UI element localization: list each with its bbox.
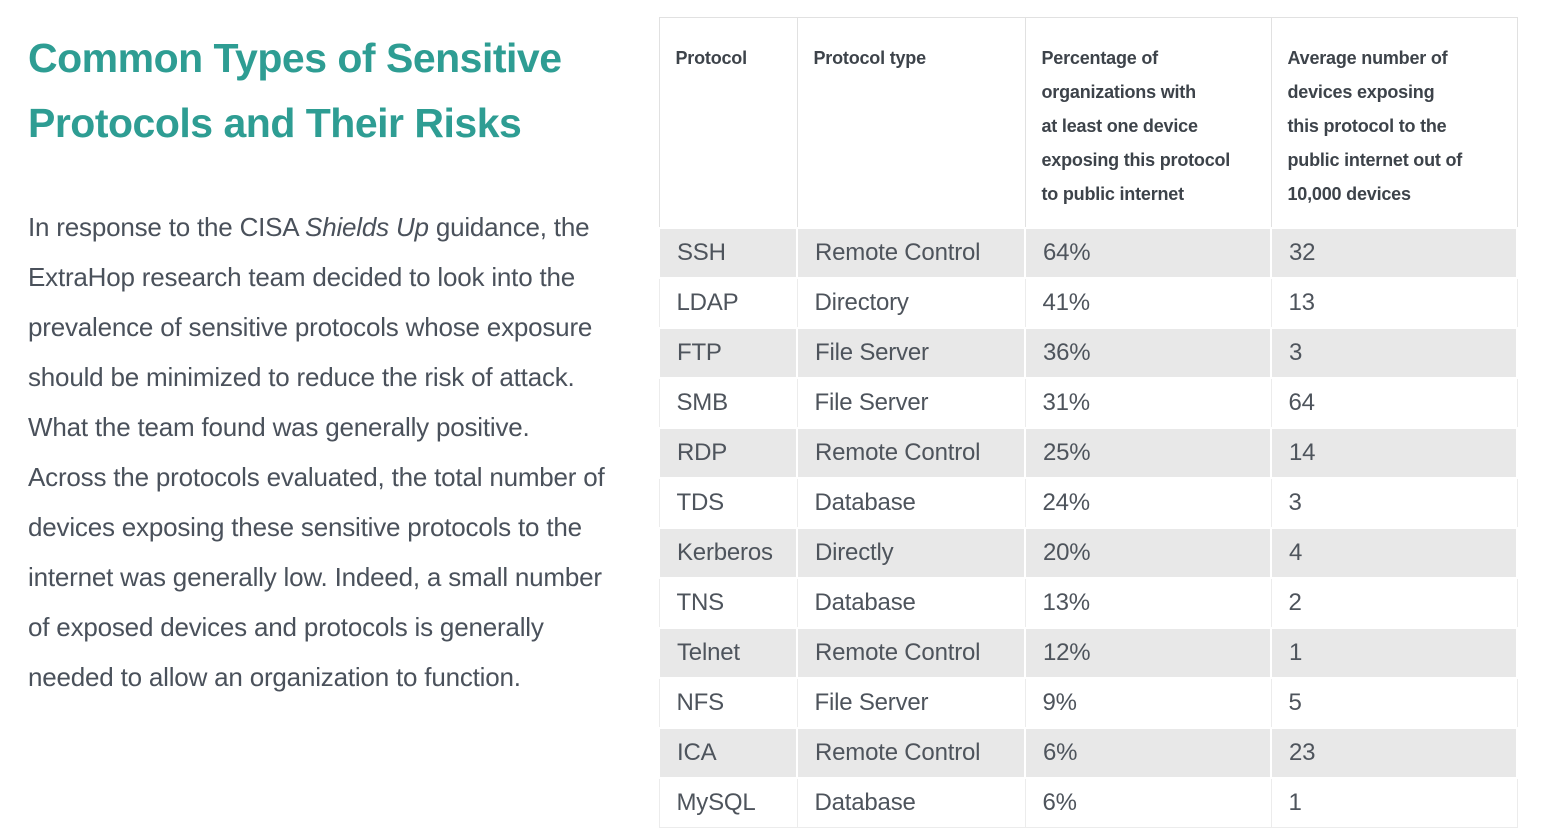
protocol-cell: MySQL: [658, 777, 798, 828]
protocol-type-cell: File Server: [796, 677, 1026, 729]
protocol-cell: FTP: [658, 327, 798, 379]
protocol-type-cell: Remote Control: [796, 427, 1026, 479]
protocol-type-cell: Remote Control: [796, 627, 1026, 679]
protocol-cell: TDS: [658, 477, 798, 529]
avg-devices-cell: 2: [1270, 577, 1518, 629]
avg-devices-cell: 64: [1270, 377, 1518, 429]
intro-section: Common Types of Sensitive Protocols and …: [28, 26, 606, 702]
table-row: ICA Remote Control 6% 23: [658, 727, 1518, 779]
avg-devices-cell: 3: [1270, 327, 1518, 379]
table-row: TDS Database 24% 3: [658, 477, 1518, 529]
percentage-cell: 64%: [1024, 227, 1272, 279]
table-row: TNS Database 13% 2: [658, 577, 1518, 629]
table-row: MySQL Database 6% 1: [658, 777, 1518, 828]
table-row: LDAP Directory 41% 13: [658, 277, 1518, 329]
table-row: RDP Remote Control 25% 14: [658, 427, 1518, 479]
protocol-type-cell: Directly: [796, 527, 1026, 579]
percentage-cell: 6%: [1024, 727, 1272, 779]
avg-devices-cell: 3: [1270, 477, 1518, 529]
percentage-cell: 13%: [1024, 577, 1272, 629]
table-row: FTP File Server 36% 3: [658, 327, 1518, 379]
percentage-cell: 36%: [1024, 327, 1272, 379]
col-header-protocol: Protocol: [658, 17, 798, 229]
col-header-average-devices: Average number of devices exposing this …: [1270, 17, 1518, 229]
protocol-cell: SMB: [658, 377, 798, 429]
percentage-cell: 41%: [1024, 277, 1272, 329]
col-header-percentage-orgs: Percentage of organizations with at leas…: [1024, 17, 1272, 229]
protocol-type-cell: Remote Control: [796, 727, 1026, 779]
protocol-cell: LDAP: [658, 277, 798, 329]
page-title: Common Types of Sensitive Protocols and …: [28, 35, 562, 146]
avg-devices-cell: 1: [1270, 627, 1518, 679]
col-header-protocol-type: Protocol type: [796, 17, 1026, 229]
protocol-type-cell: Database: [796, 777, 1026, 828]
intro-text-before-italic: In response to the CISA: [28, 212, 306, 242]
protocol-type-cell: File Server: [796, 327, 1026, 379]
table-header-row: Protocol Protocol type Percentage of org…: [658, 17, 1518, 229]
protocol-cell: TNS: [658, 577, 798, 629]
table-row: Kerberos Directly 20% 4: [658, 527, 1518, 579]
table-body: SSH Remote Control 64% 32 LDAP Directory…: [658, 227, 1518, 828]
table-row: NFS File Server 9% 5: [658, 677, 1518, 729]
percentage-cell: 20%: [1024, 527, 1272, 579]
protocol-cell: RDP: [658, 427, 798, 479]
avg-devices-cell: 32: [1270, 227, 1518, 279]
protocol-type-cell: Database: [796, 577, 1026, 629]
intro-paragraph: In response to the CISA Shields Up guida…: [28, 202, 606, 702]
sensitive-protocols-table: Protocol Protocol type Percentage of org…: [658, 17, 1518, 828]
protocol-cell: Telnet: [658, 627, 798, 679]
protocol-cell: SSH: [658, 227, 798, 279]
protocol-cell: NFS: [658, 677, 798, 729]
avg-devices-cell: 5: [1270, 677, 1518, 729]
protocol-type-cell: File Server: [796, 377, 1026, 429]
avg-devices-cell: 14: [1270, 427, 1518, 479]
intro-text-after-italic: guidance, the ExtraHop research team dec…: [28, 212, 605, 692]
table-row: Telnet Remote Control 12% 1: [658, 627, 1518, 679]
percentage-cell: 24%: [1024, 477, 1272, 529]
percentage-cell: 9%: [1024, 677, 1272, 729]
avg-devices-cell: 13: [1270, 277, 1518, 329]
percentage-cell: 25%: [1024, 427, 1272, 479]
table-row: SSH Remote Control 64% 32: [658, 227, 1518, 279]
percentage-cell: 6%: [1024, 777, 1272, 828]
avg-devices-cell: 23: [1270, 727, 1518, 779]
protocol-type-cell: Database: [796, 477, 1026, 529]
intro-text-italic: Shields Up: [305, 212, 429, 242]
table-row: SMB File Server 31% 64: [658, 377, 1518, 429]
protocol-cell: ICA: [658, 727, 798, 779]
percentage-cell: 12%: [1024, 627, 1272, 679]
protocol-cell: Kerberos: [658, 527, 798, 579]
protocol-type-cell: Directory: [796, 277, 1026, 329]
protocol-type-cell: Remote Control: [796, 227, 1026, 279]
protocols-table: Protocol Protocol type Percentage of org…: [658, 17, 1518, 828]
percentage-cell: 31%: [1024, 377, 1272, 429]
table-header: Protocol Protocol type Percentage of org…: [658, 17, 1518, 229]
avg-devices-cell: 1: [1270, 777, 1518, 828]
avg-devices-cell: 4: [1270, 527, 1518, 579]
